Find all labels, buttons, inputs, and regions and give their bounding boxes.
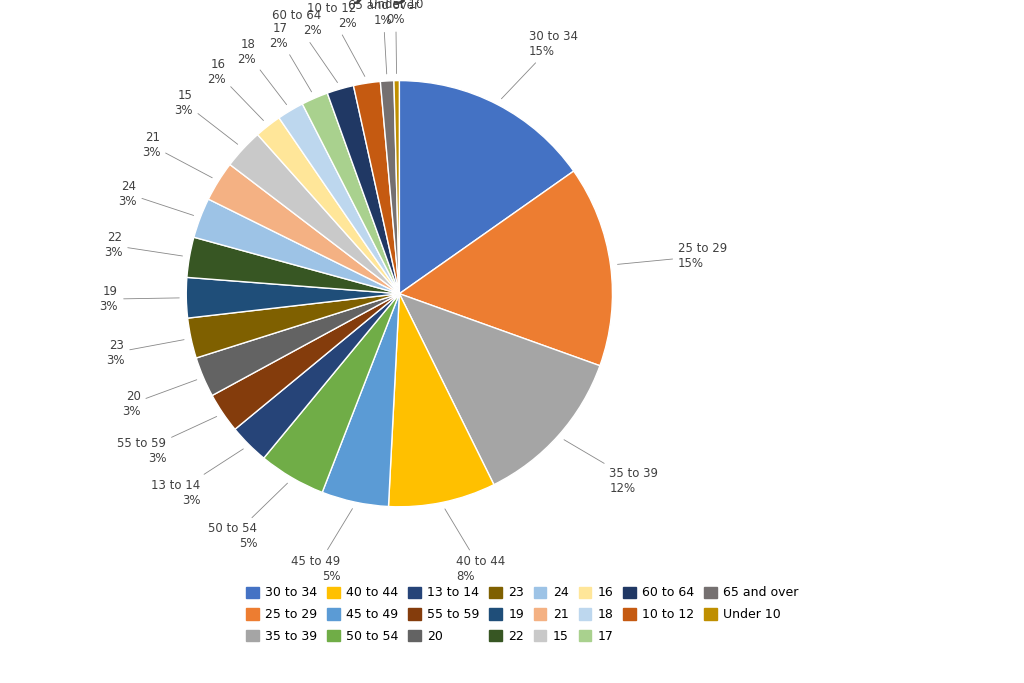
Wedge shape (399, 81, 573, 294)
Wedge shape (187, 237, 399, 294)
Text: 24
3%: 24 3% (118, 180, 194, 215)
Text: 23
3%: 23 3% (105, 339, 184, 367)
Wedge shape (394, 81, 399, 294)
Wedge shape (187, 294, 399, 358)
Title: Male Arrests by Age in North Dakota: Male Arrests by Age in North Dakota (169, 0, 630, 4)
Text: 40 to 44
8%: 40 to 44 8% (444, 509, 506, 583)
Wedge shape (388, 294, 494, 507)
Text: 10 to 12
2%: 10 to 12 2% (307, 1, 365, 76)
Wedge shape (399, 294, 600, 485)
Text: 16
2%: 16 2% (208, 58, 263, 120)
Wedge shape (229, 135, 399, 294)
Text: 19
3%: 19 3% (99, 285, 179, 313)
Text: 18
2%: 18 2% (237, 38, 287, 104)
Text: 50 to 54
5%: 50 to 54 5% (208, 483, 288, 550)
Wedge shape (323, 294, 399, 507)
Wedge shape (258, 118, 399, 294)
Text: 65 and over
1%: 65 and over 1% (348, 0, 419, 74)
Wedge shape (186, 277, 399, 318)
Text: 45 to 49
5%: 45 to 49 5% (291, 509, 352, 583)
Wedge shape (194, 199, 399, 294)
Text: 25 to 29
15%: 25 to 29 15% (617, 242, 727, 270)
Text: Under 10
0%: Under 10 0% (369, 0, 423, 74)
Text: 55 to 59
3%: 55 to 59 3% (117, 417, 217, 465)
Wedge shape (264, 294, 399, 492)
Text: 13 to 14
3%: 13 to 14 3% (152, 449, 244, 507)
Text: 21
3%: 21 3% (142, 131, 212, 178)
Wedge shape (209, 165, 399, 294)
Wedge shape (279, 104, 399, 294)
Wedge shape (353, 81, 399, 294)
Wedge shape (328, 85, 399, 294)
Text: 60 to 64
2%: 60 to 64 2% (272, 10, 338, 83)
Wedge shape (302, 93, 399, 294)
Wedge shape (212, 294, 399, 430)
Text: 35 to 39
12%: 35 to 39 12% (564, 440, 658, 495)
Text: 17
2%: 17 2% (269, 22, 311, 92)
Wedge shape (380, 81, 399, 294)
Wedge shape (234, 294, 399, 458)
Text: 30 to 34
15%: 30 to 34 15% (502, 30, 578, 99)
Wedge shape (399, 171, 612, 365)
Text: 15
3%: 15 3% (174, 89, 238, 144)
Legend: 30 to 34, 25 to 29, 35 to 39, 40 to 44, 45 to 49, 50 to 54, 13 to 14, 55 to 59, : 30 to 34, 25 to 29, 35 to 39, 40 to 44, … (243, 583, 802, 647)
Text: 22
3%: 22 3% (103, 232, 182, 260)
Text: 20
3%: 20 3% (122, 380, 197, 418)
Wedge shape (197, 294, 399, 395)
